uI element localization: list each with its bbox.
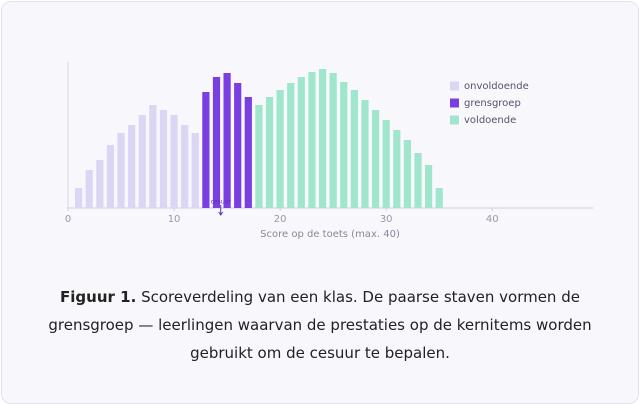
bar [308, 72, 316, 208]
bar [425, 165, 433, 208]
legend-swatch [450, 115, 459, 125]
legend-label: voldoende [464, 115, 516, 126]
bar [128, 125, 136, 208]
x-axis-label: Score op de toets (max. 40) [260, 229, 400, 240]
bar [117, 133, 125, 208]
bar [255, 105, 263, 208]
bar [287, 83, 295, 208]
bar [265, 97, 274, 208]
bar [297, 77, 305, 208]
caption-text: Scoreverdeling van een klas. De paarse s… [48, 288, 592, 362]
bar [234, 83, 242, 208]
bar [435, 188, 443, 208]
bar [212, 77, 221, 208]
bar [149, 105, 157, 208]
bar [85, 170, 93, 208]
bar [191, 133, 199, 208]
legend-label: grensgroep [464, 98, 521, 109]
bar [403, 140, 411, 208]
bar [340, 82, 348, 208]
caption: Figuur 1. Scoreverdeling van een klas. D… [30, 283, 610, 367]
bar [181, 125, 189, 208]
bar [96, 160, 104, 208]
x-tick-label: 20 [274, 214, 287, 225]
legend-swatch [450, 98, 459, 108]
bar [223, 73, 231, 208]
bar [371, 110, 380, 208]
bar [106, 145, 115, 208]
bar [361, 100, 369, 208]
bar [350, 90, 358, 208]
annotation-label: cesuur [211, 199, 232, 206]
legend-label: onvoldoende [464, 81, 529, 92]
bar [202, 92, 210, 208]
annotation-arrow [218, 211, 224, 216]
x-tick-label: 30 [380, 214, 393, 225]
bar [75, 188, 83, 208]
legend-swatch [450, 81, 459, 91]
chart: Score op de toets (max. 40) 0 10 20 30 40 ces… [65, 62, 593, 240]
bar [329, 73, 337, 208]
bar [414, 153, 422, 208]
bar [244, 97, 252, 208]
caption-label: Figuur 1. [60, 288, 137, 306]
bar [138, 115, 146, 208]
bar [159, 110, 168, 208]
bar [318, 69, 327, 208]
bar [170, 115, 178, 208]
bar [276, 90, 284, 208]
x-tick-label: 10 [168, 214, 181, 225]
bar [382, 120, 390, 208]
x-tick-label: 40 [486, 214, 499, 225]
bar [393, 130, 401, 208]
x-tick-label: 0 [65, 214, 71, 225]
